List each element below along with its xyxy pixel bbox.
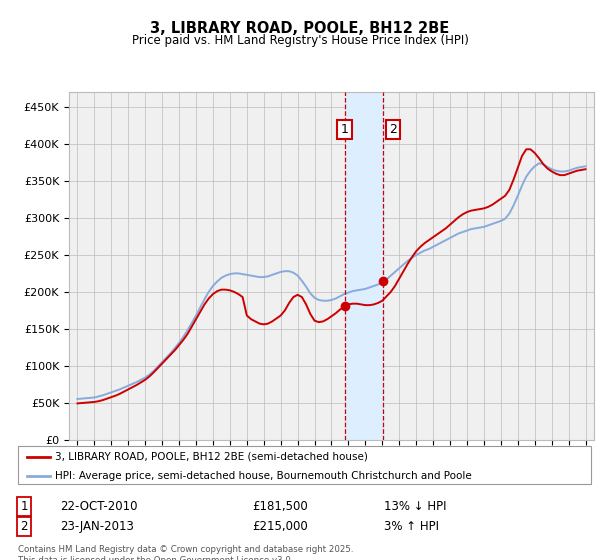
Text: Price paid vs. HM Land Registry's House Price Index (HPI): Price paid vs. HM Land Registry's House …	[131, 34, 469, 46]
Text: 1: 1	[341, 123, 349, 136]
Text: £215,000: £215,000	[252, 520, 308, 533]
Text: 22-OCT-2010: 22-OCT-2010	[60, 500, 137, 514]
Text: £181,500: £181,500	[252, 500, 308, 514]
Text: 2: 2	[389, 123, 397, 136]
Text: 3, LIBRARY ROAD, POOLE, BH12 2BE (semi-detached house): 3, LIBRARY ROAD, POOLE, BH12 2BE (semi-d…	[55, 452, 368, 462]
Text: 1: 1	[20, 500, 28, 514]
Text: HPI: Average price, semi-detached house, Bournemouth Christchurch and Poole: HPI: Average price, semi-detached house,…	[55, 471, 472, 481]
Text: 3% ↑ HPI: 3% ↑ HPI	[384, 520, 439, 533]
Text: 2: 2	[20, 520, 28, 533]
Text: 23-JAN-2013: 23-JAN-2013	[60, 520, 134, 533]
Text: 13% ↓ HPI: 13% ↓ HPI	[384, 500, 446, 514]
Text: Contains HM Land Registry data © Crown copyright and database right 2025.
This d: Contains HM Land Registry data © Crown c…	[18, 545, 353, 560]
Bar	[346, 92, 383, 440]
Text: 3, LIBRARY ROAD, POOLE, BH12 2BE: 3, LIBRARY ROAD, POOLE, BH12 2BE	[151, 21, 449, 36]
